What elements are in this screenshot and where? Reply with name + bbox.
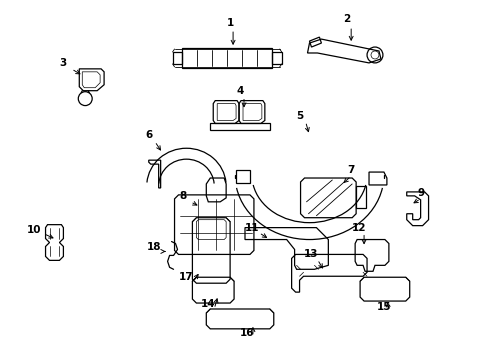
Text: 18: 18: [146, 243, 161, 252]
Text: 9: 9: [416, 188, 423, 198]
Text: 7: 7: [347, 165, 354, 175]
Text: 10: 10: [26, 225, 41, 235]
Text: 2: 2: [343, 14, 350, 24]
Text: 3: 3: [60, 58, 67, 68]
Text: 4: 4: [236, 86, 243, 96]
Text: 13: 13: [304, 249, 318, 260]
Text: 8: 8: [180, 191, 187, 201]
Text: 5: 5: [295, 111, 303, 121]
Text: 12: 12: [351, 222, 366, 233]
Text: 17: 17: [179, 272, 193, 282]
Text: 14: 14: [201, 299, 215, 309]
Text: 1: 1: [226, 18, 233, 28]
Text: 6: 6: [145, 130, 152, 140]
Text: 11: 11: [244, 222, 259, 233]
Text: 15: 15: [376, 302, 390, 312]
Text: 16: 16: [239, 328, 254, 338]
